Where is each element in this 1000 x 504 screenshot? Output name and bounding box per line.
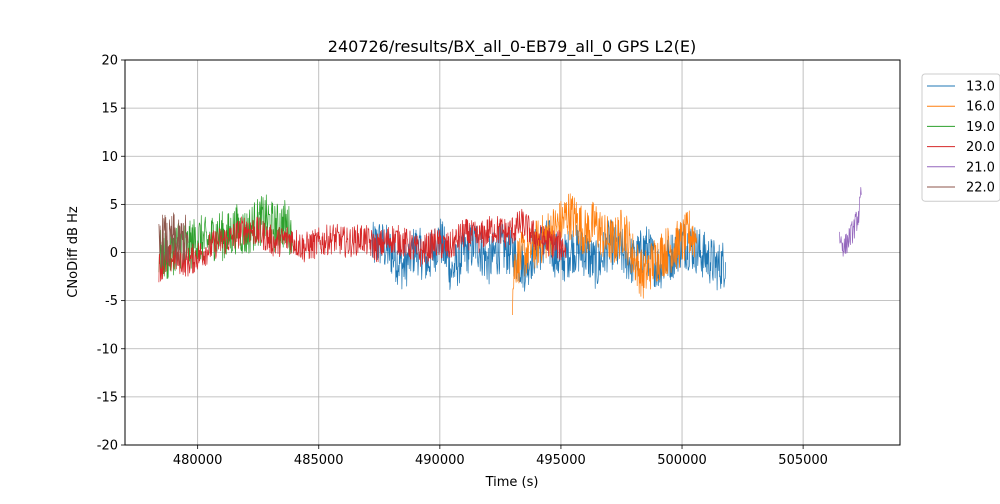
x-tick-label: 495000 xyxy=(536,453,586,468)
y-axis-label: CNoDiff dB Hz xyxy=(66,206,81,298)
x-axis-label: Time (s) xyxy=(485,475,539,490)
tick-layer: 480000 485000 490000 495000 500000 505000 -20 -… xyxy=(97,54,828,469)
series-21.0 xyxy=(839,187,862,257)
series-20.0 xyxy=(158,208,567,283)
y-tick-label: 10 xyxy=(101,150,118,165)
legend: 13.0 16.0 19.0 20.0 21.0 22.0 xyxy=(921,73,1000,202)
y-tick-label: -5 xyxy=(105,294,118,309)
legend-label: 16.0 xyxy=(966,100,995,115)
y-tick-label: 20 xyxy=(101,54,118,69)
series-layer xyxy=(158,187,862,316)
legend-label: 19.0 xyxy=(966,120,995,135)
y-tick-label: -15 xyxy=(97,390,118,405)
y-tick-label: 15 xyxy=(101,102,118,117)
series-line xyxy=(158,208,567,283)
chart-title: 240726/results/BX_all_0-EB79_all_0 GPS L… xyxy=(328,37,696,57)
x-tick-label: 490000 xyxy=(415,453,465,468)
x-tick-label: 485000 xyxy=(294,453,344,468)
y-tick-label: 0 xyxy=(110,246,118,261)
legend-label: 22.0 xyxy=(966,181,995,196)
y-tick-label: -20 xyxy=(97,439,118,454)
legend-label: 13.0 xyxy=(966,80,995,95)
y-tick-label: 5 xyxy=(110,198,118,213)
y-tick-label: -10 xyxy=(97,342,118,357)
x-tick-label: 500000 xyxy=(657,453,707,468)
series-line xyxy=(158,212,189,270)
legend-label: 21.0 xyxy=(966,160,995,175)
series-22.0 xyxy=(158,212,189,270)
x-tick-label: 480000 xyxy=(173,453,223,468)
x-tick-label: 505000 xyxy=(778,453,828,468)
series-line xyxy=(839,187,862,257)
legend-label: 20.0 xyxy=(966,140,995,155)
